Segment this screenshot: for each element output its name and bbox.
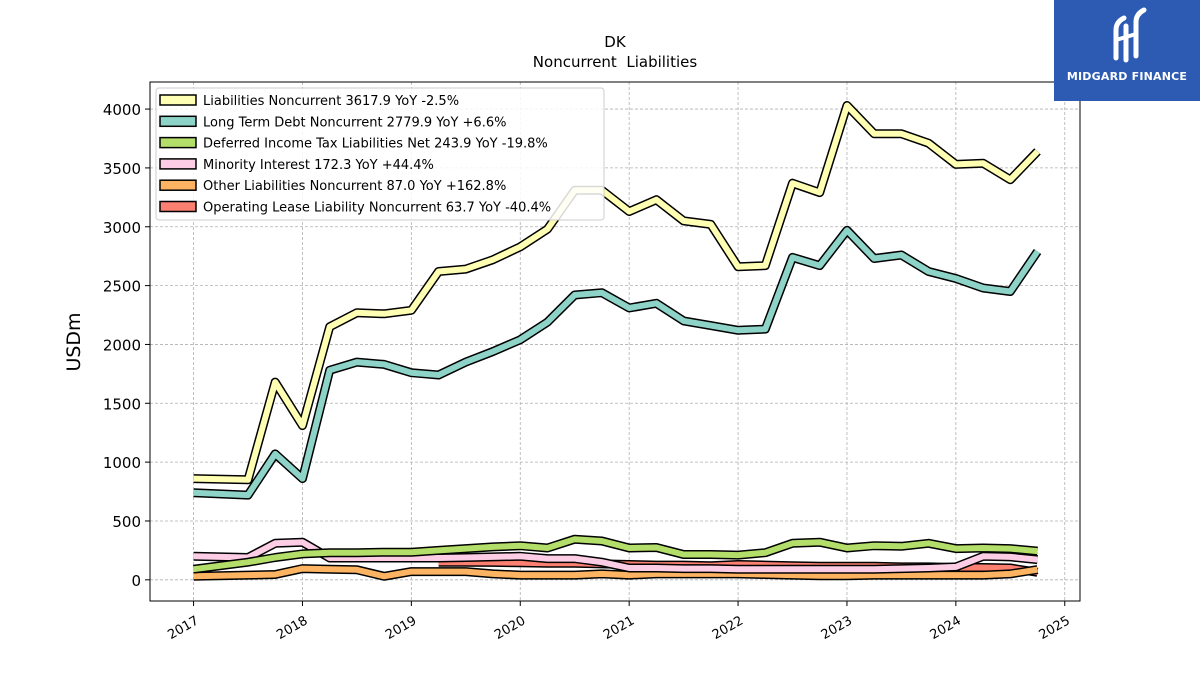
legend-label: Operating Lease Liability Noncurrent 63.… — [203, 201, 551, 216]
x-axis: 2017 2018 2019 2020 2021 2022 2023 2024 2025 — [165, 601, 1073, 643]
legend-swatch — [159, 200, 197, 213]
legend-swatch — [159, 94, 197, 106]
y-tick-label: 0 — [131, 572, 141, 590]
y-axis: 0 500 1000 1500 2000 2500 3000 3500 4000 — [103, 101, 150, 590]
y-tick-label: 3000 — [103, 219, 141, 237]
legend-label: Liabilities Noncurrent 3617.9 YoY -2.5% — [203, 94, 459, 109]
x-tick-label: 2020 — [492, 613, 528, 643]
brand-name: MIDGARD FINANCE — [1066, 70, 1188, 83]
brand-logo: MIDGARD FINANCE — [1054, 0, 1200, 101]
legend-label: Minority Interest 172.3 YoY +44.4% — [203, 158, 434, 173]
y-tick-label: 1000 — [103, 454, 141, 472]
series-line — [193, 565, 1038, 580]
series-line — [193, 536, 1038, 573]
chart-title: DK — [604, 33, 627, 51]
x-tick-label: 2024 — [928, 613, 964, 643]
plot-frame — [149, 81, 1081, 602]
brand-mark-icon — [1113, 7, 1147, 63]
x-tick-label: 2018 — [274, 613, 310, 643]
y-tick-label: 2000 — [103, 336, 141, 354]
x-tick-label: 2023 — [819, 613, 855, 643]
legend: Liabilities Noncurrent 3617.9 YoY -2.5% L… — [155, 87, 605, 221]
y-tick-label: 4000 — [103, 101, 141, 119]
legend-swatch — [159, 115, 197, 128]
legend-swatch — [159, 136, 197, 149]
y-axis-label: USDm — [63, 312, 85, 371]
series-line — [193, 227, 1040, 499]
series-lines — [193, 101, 1042, 581]
x-tick-label: 2021 — [601, 613, 637, 643]
legend-box — [155, 87, 605, 221]
series-line — [193, 102, 1040, 483]
y-tick-label: 3500 — [103, 160, 141, 178]
x-tick-label: 2022 — [710, 613, 746, 643]
chart-subtitle: Noncurrent Liabilities — [533, 53, 698, 71]
y-tick-label: 500 — [112, 513, 141, 531]
x-tick-label: 2019 — [383, 613, 419, 643]
legend-label: Deferred Income Tax Liabilities Net 243.… — [203, 137, 548, 152]
y-tick-label: 2500 — [103, 278, 141, 296]
legend-swatch — [159, 179, 197, 191]
legend-swatch — [159, 158, 197, 170]
legend-label: Other Liabilities Noncurrent 87.0 YoY +1… — [203, 179, 506, 194]
series-line — [193, 539, 1038, 573]
legend-label: Long Term Debt Noncurrent 2779.9 YoY +6.… — [203, 115, 506, 130]
y-tick-label: 1500 — [103, 395, 141, 413]
x-tick-label: 2017 — [165, 613, 201, 643]
x-tick-label: 2025 — [1037, 613, 1073, 643]
